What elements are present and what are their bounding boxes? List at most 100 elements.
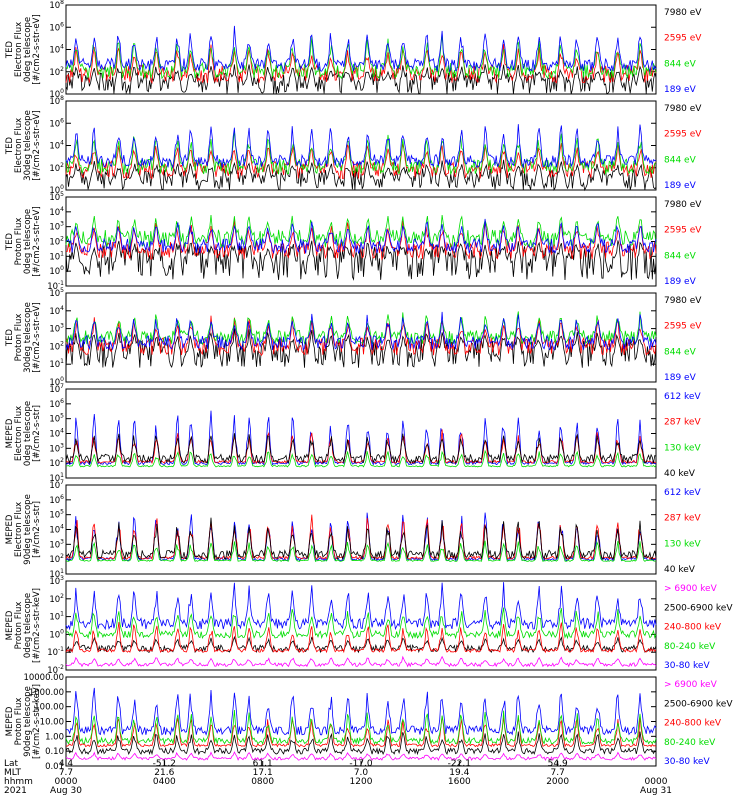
series-line [65,218,657,255]
x-tick-label-mlt: 17.1 [253,768,273,778]
x-tick-label-mlt: 7.0 [354,768,369,778]
x-tick-label-lat: -22.1 [448,759,471,769]
y-tick-label: 101 [49,358,64,370]
panel-frame [65,388,657,479]
y-axis-label: Proton Flux [14,218,24,266]
legend-entry: 2595 eV [664,34,702,44]
y-tick-label: 102 [49,236,64,248]
y-axis-label: [#/cm2-s-str-eV] [32,110,42,180]
series-line [65,751,657,762]
legend-entry: 7980 eV [664,200,702,210]
y-axis-label: Proton Flux [14,314,24,362]
y-tick-label: 101 [49,611,64,623]
y-tick-label: 102 [49,553,64,565]
legend-entry: 189 eV [664,277,697,287]
series-line [65,240,657,281]
y-tick-label: 104 [49,305,64,317]
y-axis-label: TED [5,40,15,59]
x-tick-label-date: Aug 30 [50,786,82,796]
y-tick-label: 105 [49,287,64,299]
y-tick-label: 105 [49,413,64,425]
x-tick-label-hhmm: 0400 [153,777,176,787]
series-line [65,540,657,562]
legend-entry: 612 keV [664,392,701,402]
legend-entry: 189 eV [664,85,697,95]
legend-entry: > 6900 keV [664,584,718,594]
legend-entry: > 6900 keV [664,680,718,690]
y-axis-label: MEPED [5,514,15,544]
series-line [66,410,657,466]
y-tick-label: 100 [49,265,64,277]
y-tick-label: 108 [49,95,64,107]
y-tick-label: 103 [49,575,64,587]
y-tick-label: 10-1 [47,646,64,658]
legend-entry: 2500-6900 keV [664,603,733,613]
y-axis-label: TED [5,328,15,347]
x-tick-label-lat: -51.2 [153,759,176,769]
y-tick-label: 106 [49,494,64,506]
x-tick-label-mlt: 19.4 [449,768,469,778]
y-tick-label: 108 [49,0,64,11]
y-axis-label: MEPED [5,610,15,640]
legend-entry: 189 eV [664,373,697,383]
row-label-year: 2021 [4,786,27,796]
y-axis-label: Electron Flux [14,22,24,77]
legend-entry: 30-80 keV [664,757,710,767]
series-line [65,731,657,756]
y-axis-label: 0deg telescope [23,17,33,82]
legend-entry: 240-800 keV [664,623,722,633]
legend-entry: 40 keV [664,469,696,479]
y-tick-label: 102 [49,66,64,78]
y-tick-label: 105 [49,509,64,521]
y-tick-label: 100 [49,628,64,640]
y-tick-label: 102 [49,340,64,352]
x-tick-label-mlt: 7.7 [59,768,73,778]
y-tick-label: 106 [49,21,64,33]
y-axis-label: Electron Flux [14,118,24,173]
series-line [65,214,657,249]
legend-entry: 130 keV [664,443,701,453]
legend-entry: 7980 eV [664,104,702,114]
legend-entry: 2595 eV [664,226,702,236]
y-axis-label: Electron Flux [14,502,24,557]
series-line [65,517,657,561]
y-axis-label: [#/cm2-s-str-eV] [32,302,42,372]
legend-entry: 844 eV [664,59,697,69]
y-axis-label: MEPED [5,418,15,448]
legend-entry: 2500-6900 keV [664,699,733,709]
x-tick-label-hhmm: 1600 [448,777,471,787]
series-line [65,433,657,465]
series-line [65,582,657,631]
x-tick-label-mlt: 21.6 [154,768,174,778]
y-axis-label: TED [5,136,15,155]
y-axis-label: 0deg telescope [23,209,33,274]
legend-entry: 189 eV [664,181,697,191]
y-axis-label: MEPED [5,706,15,736]
y-tick-label: 106 [49,117,64,129]
series-line [65,25,657,73]
series-line [65,655,657,668]
legend-entry: 80-240 keV [664,642,716,652]
y-tick-label: 10000.00 [23,673,64,683]
y-tick-label: 103 [49,442,64,454]
y-axis-label: 90deg telescope [23,494,33,565]
row-label-lat: Lat [4,759,19,769]
legend-entry: 2595 eV [664,322,702,332]
x-tick-label-hhmm: 1200 [350,777,373,787]
y-tick-label: 1000.00 [29,688,64,698]
series-line [65,512,657,562]
legend-entry: 844 eV [664,155,697,165]
x-tick-label-hhmm: 0000 [55,777,78,787]
y-tick-label: 107 [49,479,64,491]
y-axis-label: Proton Flux [14,602,24,650]
series-line [65,315,657,357]
y-axis-label: Electron Flux [14,406,24,461]
y-axis-label: 0deg telescope [23,401,33,466]
